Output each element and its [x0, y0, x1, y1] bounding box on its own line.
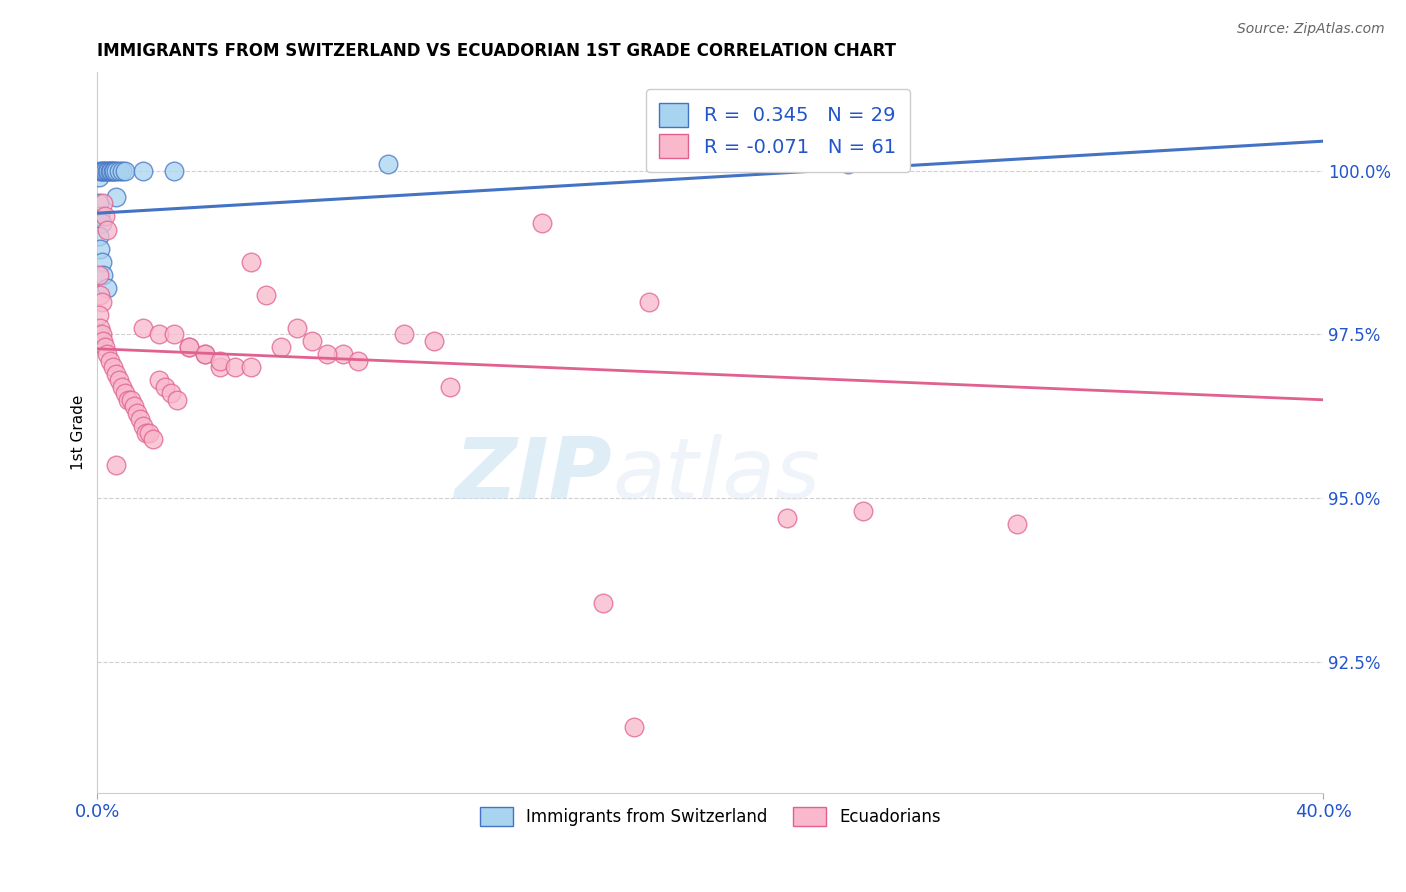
Point [148, 327, 170, 342]
Point [107, 373, 129, 387]
Text: Source: ZipAtlas.com: Source: ZipAtlas.com [1237, 22, 1385, 37]
Point [638, 294, 661, 309]
Point [239, 360, 262, 375]
Point [127, 406, 149, 420]
Point [96, 163, 118, 178]
Point [1005, 517, 1028, 532]
Point [141, 432, 163, 446]
Point [104, 458, 127, 473]
Point [776, 510, 799, 524]
Point [179, 340, 201, 354]
Point [93, 196, 115, 211]
Point [89, 163, 111, 178]
Point [96, 347, 118, 361]
Point [132, 320, 155, 334]
Point [98, 163, 121, 178]
Point [285, 320, 308, 334]
Point [332, 347, 354, 361]
Point [104, 190, 127, 204]
Point [89, 288, 111, 302]
Point [163, 163, 186, 178]
Point [87, 268, 110, 283]
Point [87, 308, 110, 322]
Point [87, 229, 110, 244]
Point [96, 222, 118, 236]
Point [270, 340, 292, 354]
Point [132, 419, 155, 434]
Point [392, 327, 415, 342]
Point [194, 347, 217, 361]
Point [89, 242, 111, 256]
Point [439, 380, 461, 394]
Point [224, 360, 246, 375]
Point [91, 327, 114, 342]
Point [87, 170, 110, 185]
Point [148, 373, 170, 387]
Text: atlas: atlas [612, 434, 820, 517]
Point [592, 596, 614, 610]
Point [377, 157, 399, 171]
Point [91, 294, 114, 309]
Point [129, 412, 152, 426]
Point [101, 360, 124, 375]
Point [852, 504, 875, 518]
Point [316, 347, 339, 361]
Point [87, 327, 110, 342]
Point [114, 386, 136, 401]
Point [94, 340, 117, 354]
Text: IMMIGRANTS FROM SWITZERLAND VS ECUADORIAN 1ST GRADE CORRELATION CHART: IMMIGRANTS FROM SWITZERLAND VS ECUADORIA… [97, 42, 897, 60]
Point [93, 334, 115, 348]
Point [208, 360, 231, 375]
Point [107, 163, 129, 178]
Y-axis label: 1st Grade: 1st Grade [72, 395, 86, 470]
Point [166, 392, 188, 407]
Point [194, 347, 217, 361]
Point [423, 334, 446, 348]
Point [94, 163, 117, 178]
Point [239, 255, 262, 269]
Point [179, 340, 201, 354]
Point [89, 210, 111, 224]
Point [101, 163, 124, 178]
Point [347, 353, 370, 368]
Point [89, 320, 111, 334]
Point [623, 720, 645, 734]
Point [97, 163, 120, 178]
Point [93, 268, 115, 283]
Point [98, 353, 121, 368]
Point [163, 327, 186, 342]
Point [135, 425, 157, 440]
Point [91, 163, 114, 178]
Point [114, 163, 136, 178]
Point [160, 386, 183, 401]
Point [94, 210, 117, 224]
Point [254, 288, 277, 302]
Point [120, 392, 142, 407]
Point [104, 367, 127, 381]
Point [122, 400, 145, 414]
Point [837, 157, 859, 171]
Point [96, 281, 118, 295]
Point [208, 353, 231, 368]
Point [91, 255, 114, 269]
Point [111, 380, 134, 394]
Point [93, 163, 115, 178]
Point [153, 380, 176, 394]
Point [87, 196, 110, 211]
Point [132, 163, 155, 178]
Point [111, 163, 134, 178]
Legend: Immigrants from Switzerland, Ecuadorians: Immigrants from Switzerland, Ecuadorians [471, 799, 949, 835]
Point [91, 216, 114, 230]
Point [117, 392, 139, 407]
Point [100, 163, 122, 178]
Point [530, 216, 553, 230]
Point [138, 425, 160, 440]
Text: ZIP: ZIP [454, 434, 612, 517]
Point [103, 163, 125, 178]
Point [104, 163, 127, 178]
Point [301, 334, 323, 348]
